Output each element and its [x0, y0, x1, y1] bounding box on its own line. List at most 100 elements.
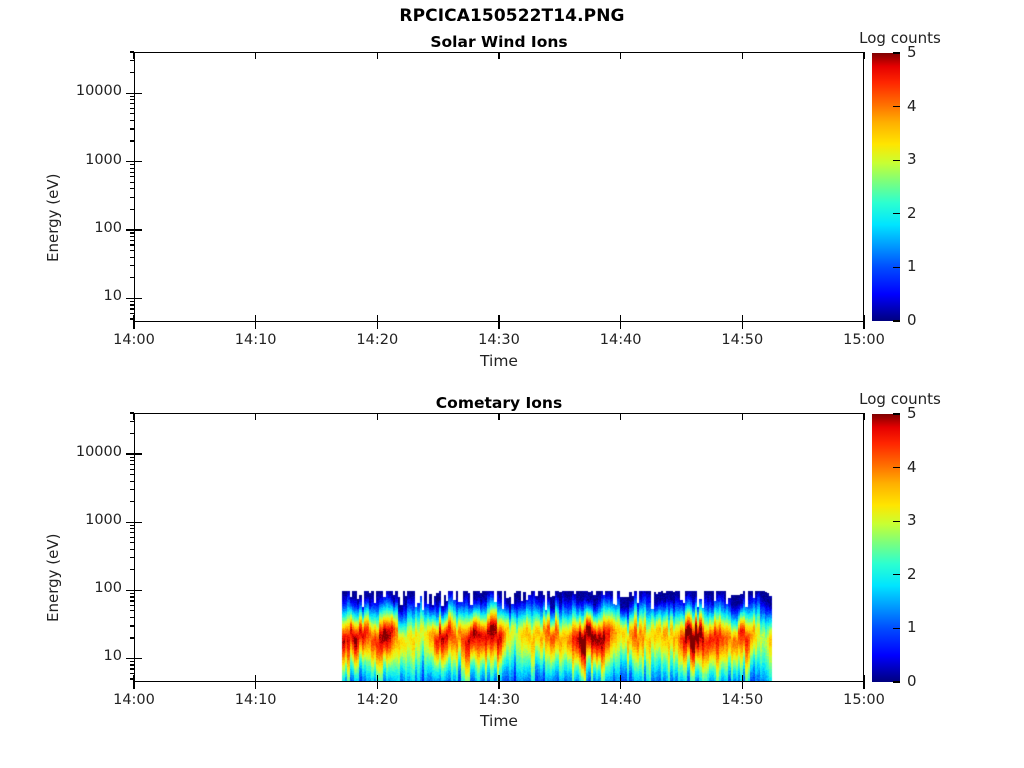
xtick-label: 14:20: [356, 692, 399, 708]
colorbar-gradient-top: [872, 53, 900, 321]
ytick-minor: [129, 171, 134, 173]
ytick-major: [134, 589, 142, 591]
panel-title-cometary-ions: Cometary Ions: [435, 394, 563, 412]
xtick-outer: [376, 322, 379, 329]
colorbar-tick-label: 5: [907, 43, 917, 61]
ytick-minor: [129, 489, 134, 491]
ytick-minor: [129, 501, 134, 503]
xtick-label: 14:00: [113, 332, 155, 348]
xtick: [376, 52, 379, 59]
ytick-major: [134, 160, 142, 163]
xtick: [863, 315, 865, 322]
xtick-label: 14:00: [113, 692, 155, 708]
ytick-minor: [129, 128, 134, 130]
ylabel-solar-wind-ions: Energy (eV): [44, 173, 62, 262]
xtick: [863, 413, 865, 420]
xtick: [741, 52, 744, 59]
colorbar-gradient-bottom: [872, 414, 900, 682]
ytick-major: [134, 297, 142, 299]
ytick-minor: [129, 532, 134, 534]
xtick: [498, 315, 500, 322]
xtick-label: 14:40: [599, 692, 642, 708]
xtick: [741, 675, 744, 682]
ytick-major: [126, 160, 134, 163]
colorbar-title-top: Log counts: [859, 29, 941, 47]
xtick: [620, 675, 622, 682]
xtick: [255, 52, 257, 59]
ylabel-cometary-ions: Energy (eV): [44, 533, 62, 622]
ytick-minor: [129, 188, 134, 190]
xtick: [133, 413, 135, 420]
ytick-minor: [129, 460, 134, 462]
xtick-label: 14:40: [599, 332, 642, 348]
ytick-minor: [129, 318, 134, 320]
colorbar-tick-label: 2: [907, 564, 917, 583]
ytick-minor: [129, 176, 134, 178]
xtick: [741, 315, 744, 322]
xtick: [376, 413, 379, 420]
xlabel-cometary-ions: Time: [480, 712, 518, 730]
ytick-minor: [129, 308, 134, 310]
ytick-minor: [129, 304, 134, 306]
ytick-minor: [129, 235, 134, 238]
ytick-minor: [129, 528, 134, 530]
ytick-major: [134, 453, 142, 455]
colorbar-tick: [893, 106, 900, 108]
ytick-minor: [129, 420, 134, 423]
spectrogram-solar-wind-ions: [135, 53, 863, 321]
ytick-minor: [129, 312, 134, 315]
ytick-minor: [129, 524, 134, 526]
ytick-minor: [129, 107, 134, 110]
colorbar-tick-label: 5: [907, 404, 917, 422]
xtick-outer: [620, 322, 622, 329]
ytick-minor: [129, 678, 134, 680]
ytick-label: 1000: [85, 151, 122, 168]
xtick-outer: [863, 682, 865, 689]
xtick-outer: [376, 682, 379, 689]
ytick-minor: [129, 660, 134, 663]
xtick: [376, 315, 379, 322]
ytick-minor: [129, 103, 134, 105]
xtick-outer: [863, 322, 865, 329]
colorbar-tick: [893, 520, 900, 522]
xtick: [620, 413, 622, 420]
colorbar-tick-label: 4: [907, 457, 917, 476]
ytick-minor: [129, 610, 134, 612]
ytick-major: [126, 92, 134, 94]
colorbar-tick: [893, 681, 900, 683]
xtick-label: 14:30: [478, 332, 520, 348]
ytick-label: 100: [94, 580, 122, 597]
xtick: [133, 315, 135, 322]
ytick-minor: [129, 208, 134, 211]
ytick-minor: [129, 672, 134, 675]
xtick-outer: [255, 682, 257, 689]
ytick-minor: [129, 456, 134, 458]
xtick-outer: [498, 682, 500, 689]
xtick-outer: [133, 322, 135, 329]
ytick-minor: [129, 256, 134, 258]
colorbar-tick-label: 2: [907, 203, 917, 222]
ytick-minor: [129, 463, 134, 466]
ytick-label: 100: [94, 219, 122, 236]
ytick-minor: [129, 181, 134, 183]
colorbar-tick-label: 0: [907, 672, 917, 690]
xtick: [255, 413, 257, 420]
xtick-outer: [741, 322, 744, 329]
xtick-outer: [255, 322, 257, 329]
ytick-minor: [129, 244, 134, 246]
ytick-minor: [129, 164, 134, 166]
ytick-minor: [129, 265, 134, 267]
ytick-minor: [129, 71, 134, 74]
ytick-minor: [129, 637, 134, 639]
ytick-major: [126, 229, 134, 231]
colorbar-tick: [893, 467, 900, 469]
ytick-minor: [129, 239, 134, 242]
ytick-minor: [129, 300, 134, 303]
ytick-minor: [129, 473, 134, 476]
ytick-minor: [129, 249, 134, 252]
xtick: [255, 315, 257, 322]
xtick-outer: [741, 682, 744, 689]
colorbar-tick-label: 1: [907, 257, 917, 276]
ytick-minor: [129, 95, 134, 97]
ytick-minor: [129, 480, 134, 482]
